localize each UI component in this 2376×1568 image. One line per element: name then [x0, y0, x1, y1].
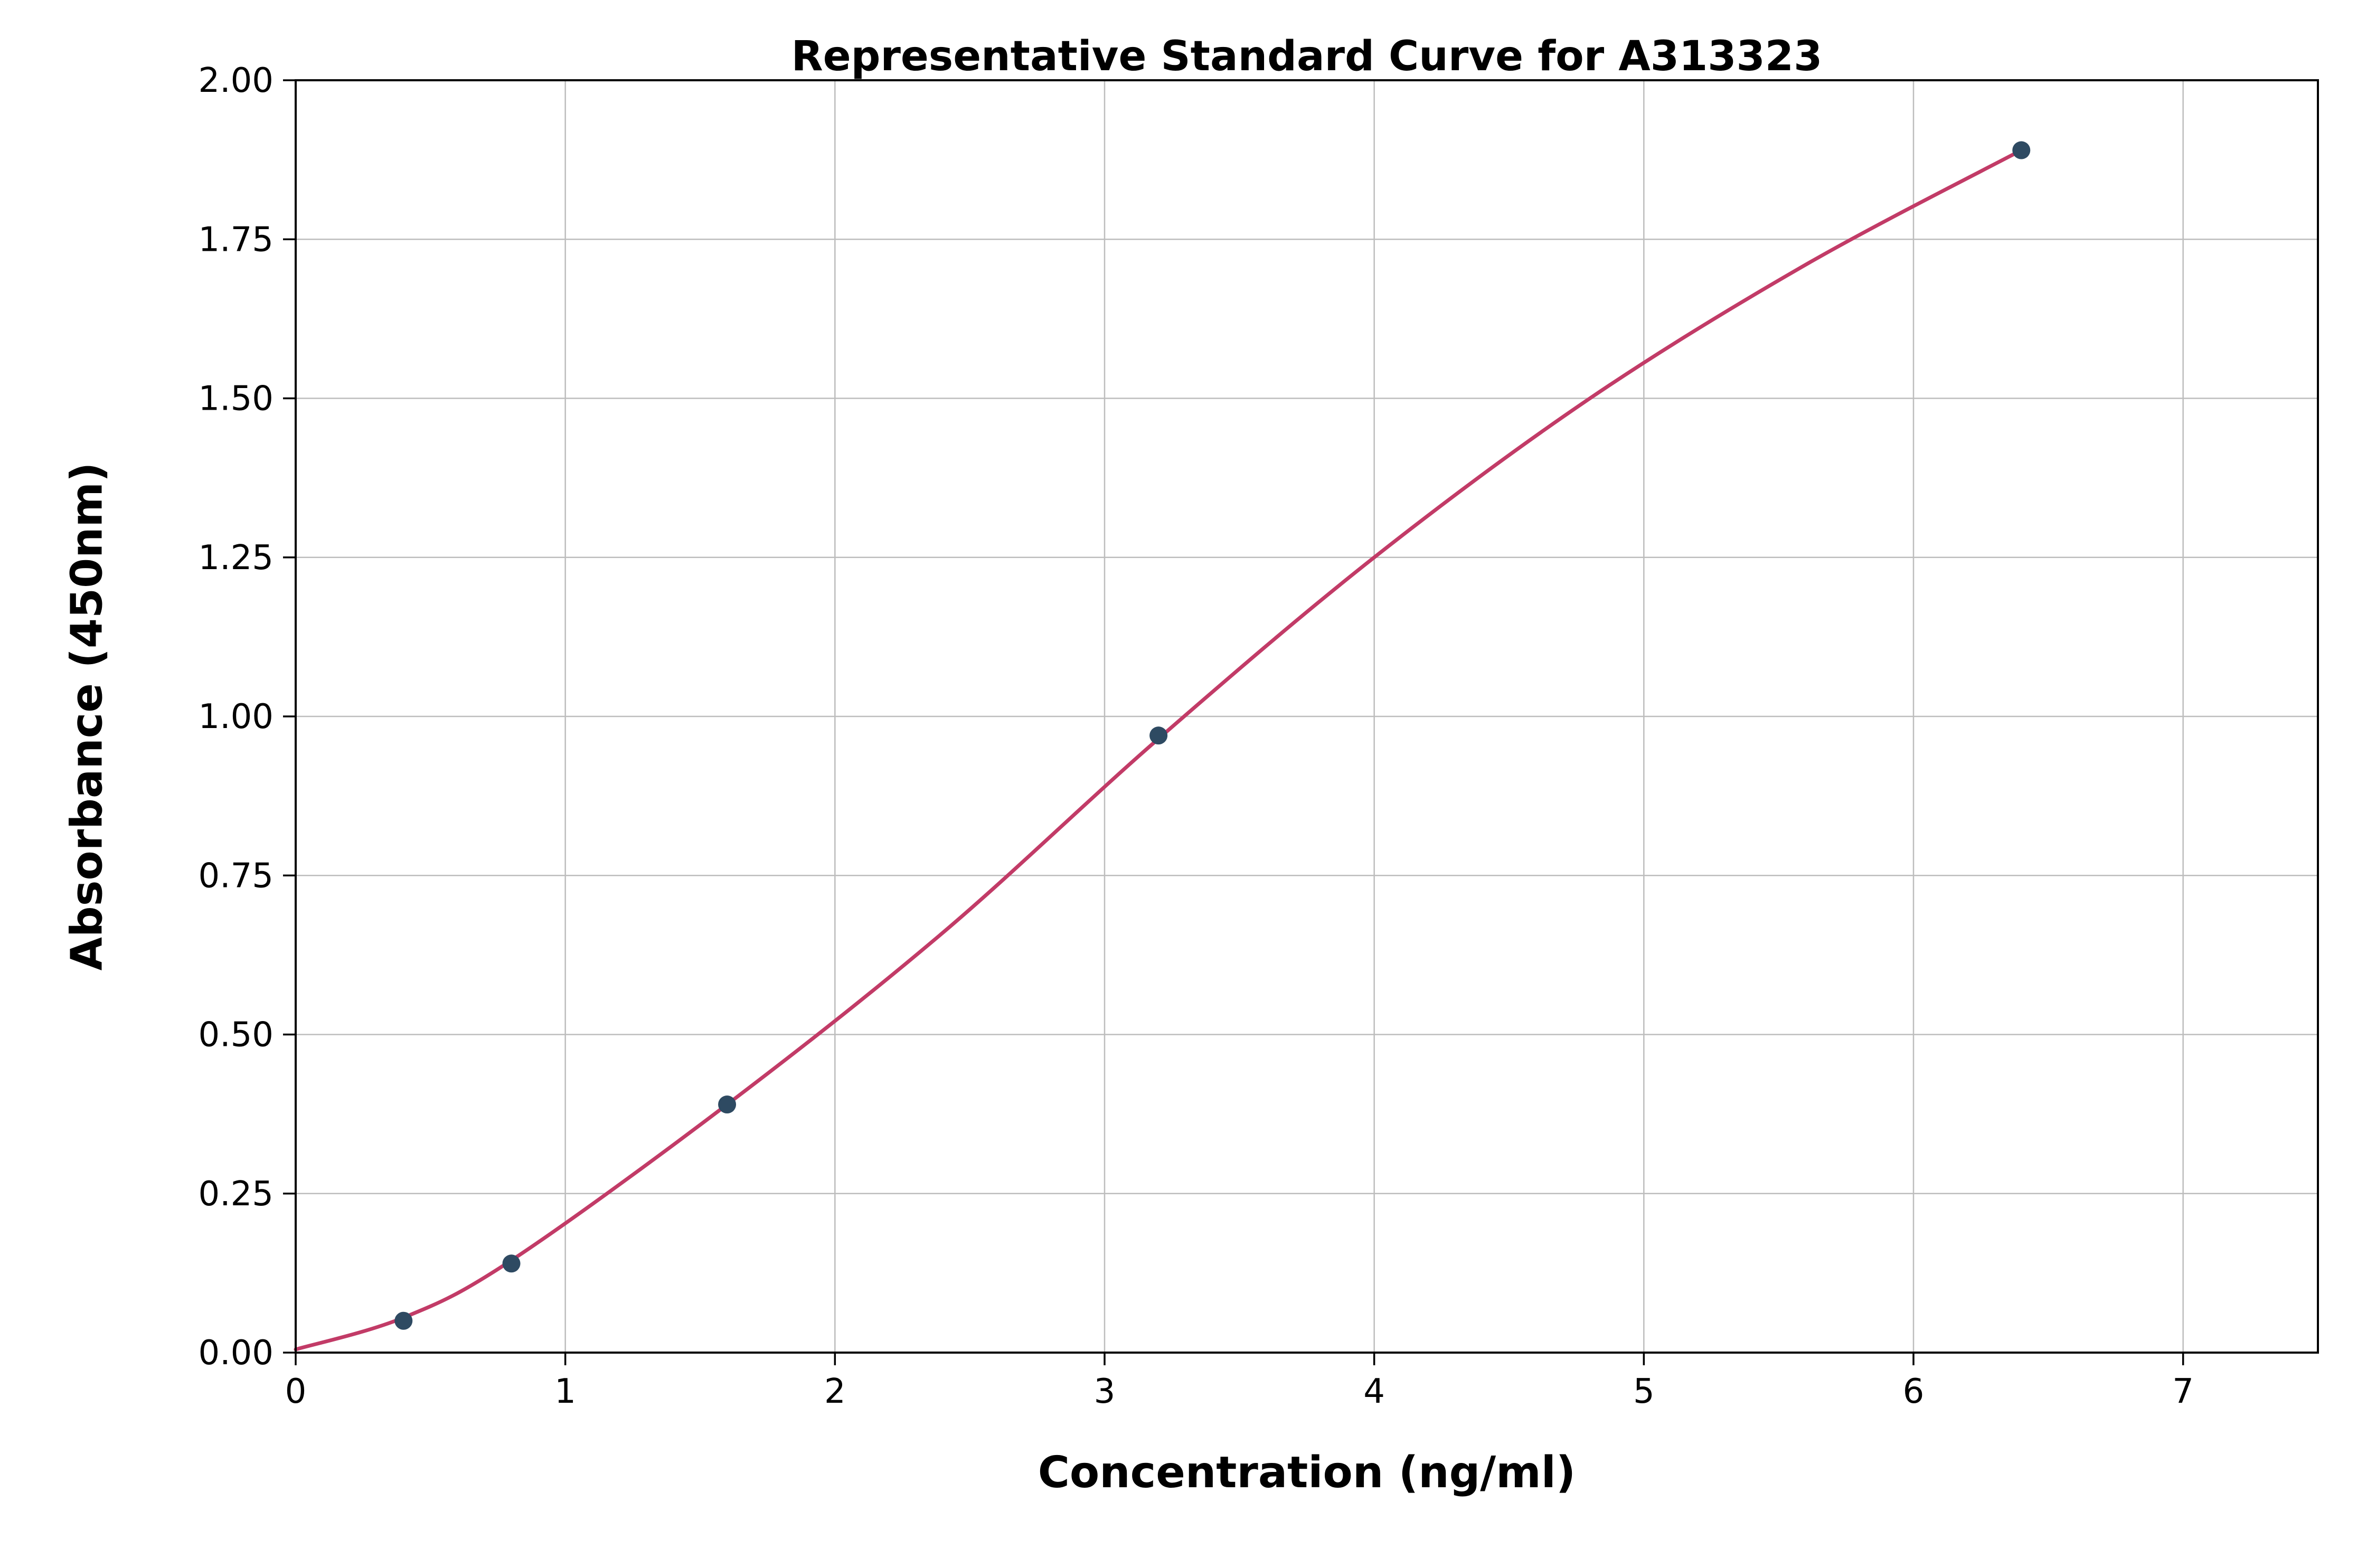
data-point [1149, 726, 1168, 745]
x-axis-label: Concentration (ng/ml) [1038, 1448, 1576, 1498]
x-tick-label: 4 [1363, 1372, 1385, 1411]
y-tick-label: 0.25 [199, 1175, 274, 1214]
y-tick-label: 2.00 [199, 61, 274, 100]
y-tick-label: 1.25 [199, 539, 274, 578]
y-tick-label: 1.00 [199, 697, 274, 736]
chart-title: Representative Standard Curve for A31332… [791, 33, 1823, 80]
fit-curve [294, 148, 2023, 1352]
x-tick-label: 7 [2172, 1372, 2194, 1411]
y-tick-label: 0.50 [199, 1016, 274, 1055]
x-tick-label: 1 [554, 1372, 576, 1411]
x-tick-label: 3 [1094, 1372, 1116, 1411]
y-tick-label: 1.75 [199, 220, 274, 259]
y-tick-label: 0.00 [199, 1334, 274, 1373]
x-tick-label: 5 [1633, 1372, 1655, 1411]
data-point [394, 1311, 413, 1330]
plot-border [295, 79, 2319, 1354]
data-point [718, 1095, 737, 1114]
x-tick-label: 2 [824, 1372, 846, 1411]
y-tick-label: 1.50 [199, 380, 274, 419]
x-tick-label: 6 [1903, 1372, 1925, 1411]
data-point [2012, 141, 2031, 159]
data-point [502, 1254, 521, 1273]
y-tick-label: 0.75 [199, 856, 274, 895]
x-tick-label: 0 [285, 1372, 307, 1411]
